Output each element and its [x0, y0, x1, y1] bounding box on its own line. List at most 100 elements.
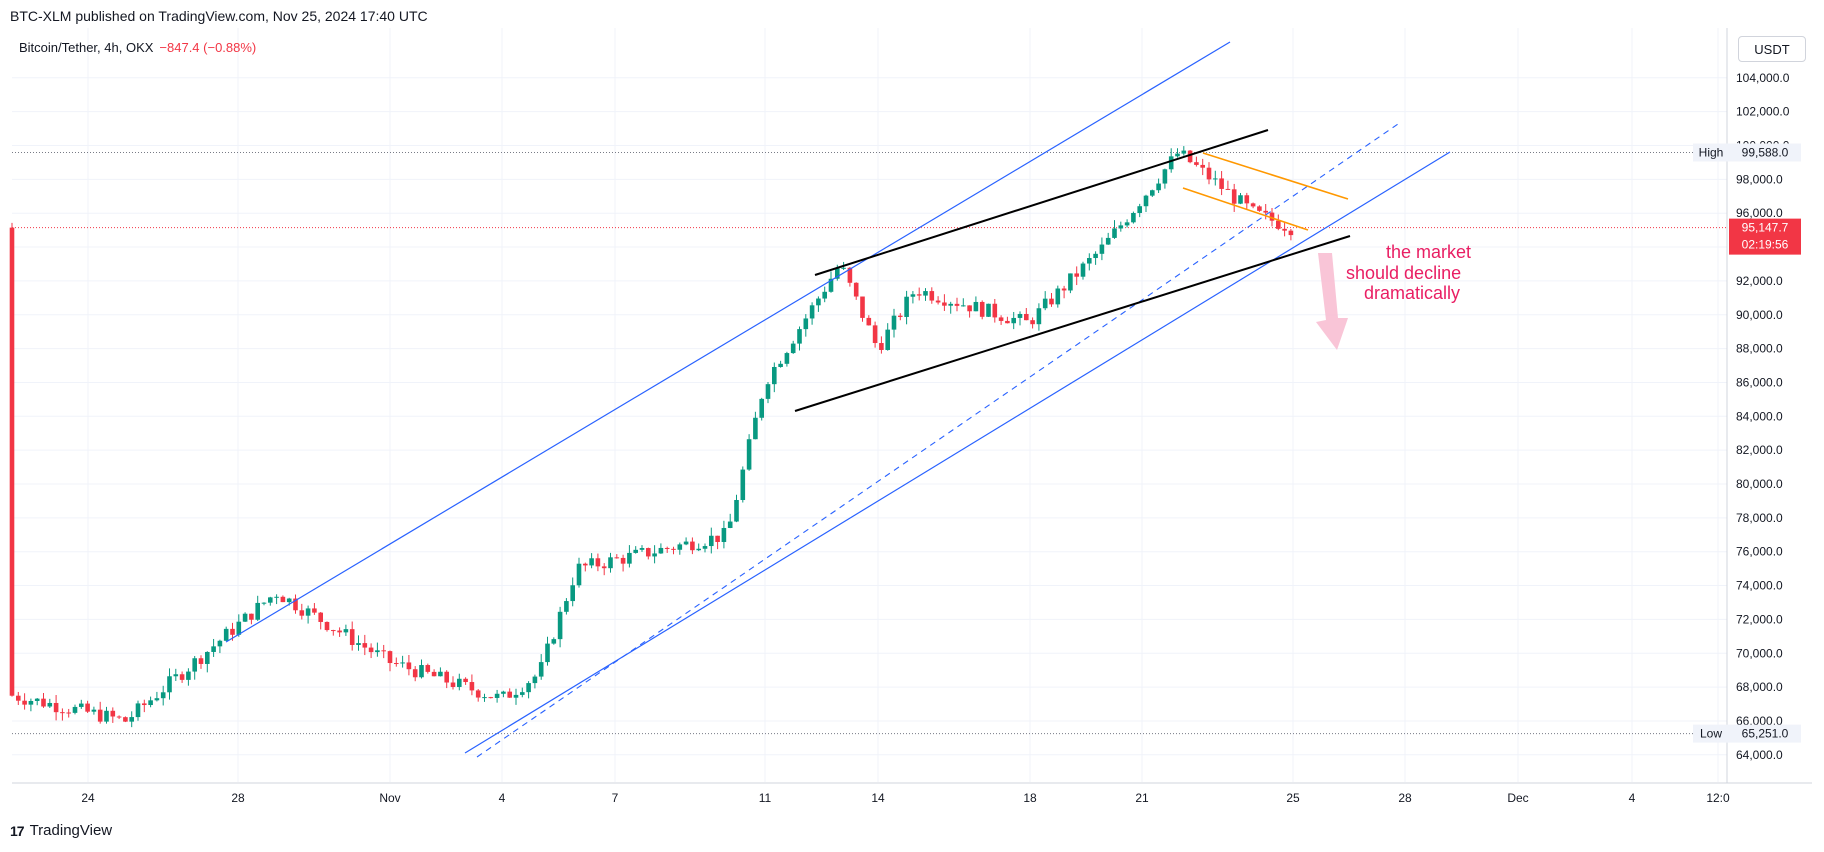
candle-body: [60, 712, 65, 714]
candle-body: [1080, 263, 1086, 277]
candle-body: [1219, 178, 1224, 189]
candle-body: [916, 294, 922, 296]
chart-grid: [12, 28, 1727, 782]
candle-body: [709, 535, 714, 547]
candle-body: [1105, 237, 1111, 245]
candle-body: [123, 717, 128, 722]
candle-body: [1194, 162, 1199, 165]
candle-body: [715, 535, 720, 543]
candles: [9, 146, 1294, 728]
low-tag-value: 65,251.0: [1742, 727, 1789, 741]
candle-body: [1213, 178, 1218, 180]
drawings: [225, 41, 1451, 758]
candle-body: [9, 227, 15, 696]
candle-body: [198, 658, 204, 664]
candle-body: [658, 547, 664, 554]
candle-body: [816, 298, 821, 306]
candle-body: [967, 305, 972, 312]
candle-body: [255, 602, 260, 620]
candle-body: [992, 303, 998, 318]
annotation-line-1: the market: [1386, 242, 1471, 262]
candle-body: [910, 294, 916, 297]
candle-body: [532, 676, 538, 684]
candle-body: [425, 665, 431, 672]
candle-body: [375, 650, 380, 653]
candle-body: [274, 596, 279, 598]
candle-body: [1168, 156, 1174, 170]
y-tick-label: 80,000.0: [1736, 477, 1783, 491]
candle-body: [362, 643, 368, 648]
candle-body: [450, 682, 456, 687]
candle-body: [160, 692, 166, 699]
candle-body: [387, 651, 393, 664]
candle-body: [286, 598, 292, 603]
candle-body: [349, 629, 355, 645]
candle-body: [589, 558, 594, 566]
candle-body: [639, 548, 645, 550]
candle-body: [91, 709, 97, 712]
candle-body: [570, 585, 575, 602]
candle-body: [1124, 222, 1130, 226]
candle-body: [236, 621, 242, 635]
candle-body: [186, 671, 191, 680]
candle-body: [1200, 164, 1205, 168]
candle-body: [457, 678, 462, 687]
candle-body: [1068, 273, 1073, 291]
candle-body: [803, 318, 809, 330]
candle-body: [331, 630, 336, 632]
candle-body: [444, 671, 449, 683]
candle-body: [1137, 206, 1142, 213]
x-tick-label: 4: [1629, 791, 1636, 805]
low-tag-label: Low: [1700, 727, 1722, 741]
candle-body: [677, 544, 683, 550]
symbol-name[interactable]: Bitcoin/Tether, 4h, OKX: [19, 40, 154, 55]
footer[interactable]: 17 TradingView: [10, 822, 112, 839]
candle-body: [545, 643, 550, 663]
candle-body: [85, 703, 90, 712]
candle-body: [1099, 244, 1105, 254]
candle-body: [1055, 288, 1061, 305]
candle-body: [1087, 258, 1092, 264]
candle-body: [809, 305, 815, 319]
low-tag-label-bg: [1693, 724, 1729, 743]
candle-body: [66, 712, 71, 714]
annotation-line-2: should decline: [1346, 263, 1461, 283]
candle-body: [727, 521, 733, 528]
y-tick-label: 102,000.0: [1736, 105, 1790, 119]
flag-upper-line: [1202, 152, 1349, 200]
last-price-tag: [1729, 218, 1801, 255]
candle-body: [1143, 195, 1149, 207]
candle-body: [740, 469, 746, 500]
x-tick-label: 25: [1286, 791, 1300, 805]
currency-button[interactable]: USDT: [1738, 36, 1806, 62]
candle-body: [759, 398, 764, 418]
candle-body: [501, 691, 506, 694]
y-tick-label: 104,000.0: [1736, 71, 1790, 85]
y-tick-label: 74,000.0: [1736, 579, 1783, 593]
candle-body: [935, 300, 941, 303]
candle-body: [16, 695, 21, 701]
candle-body: [469, 682, 475, 691]
wedge-upper-line: [814, 129, 1269, 276]
candle-body: [1282, 228, 1287, 231]
candle-body: [734, 499, 739, 522]
y-tick-label: 78,000.0: [1736, 511, 1783, 525]
y-tick-label: 98,000.0: [1736, 172, 1783, 186]
candle-body: [526, 683, 531, 693]
candle-body: [702, 546, 708, 549]
candle-body: [22, 700, 27, 705]
candle-body: [1181, 150, 1187, 154]
candle-body: [142, 703, 147, 706]
x-tick-label: Nov: [379, 791, 400, 805]
candle-body: [463, 678, 468, 683]
candle-body: [72, 706, 78, 713]
x-tick-label: 12:0: [1706, 791, 1730, 805]
time-axis: 24 28 Nov 4 7 11 14 18 21 25 28 Dec 4 12:0: [12, 782, 1812, 805]
candle-body: [1118, 225, 1124, 229]
candle-body: [406, 662, 412, 670]
candle-body: [828, 278, 834, 292]
candle-body: [690, 541, 695, 551]
candle-body: [929, 291, 935, 301]
candle-body: [520, 692, 525, 695]
